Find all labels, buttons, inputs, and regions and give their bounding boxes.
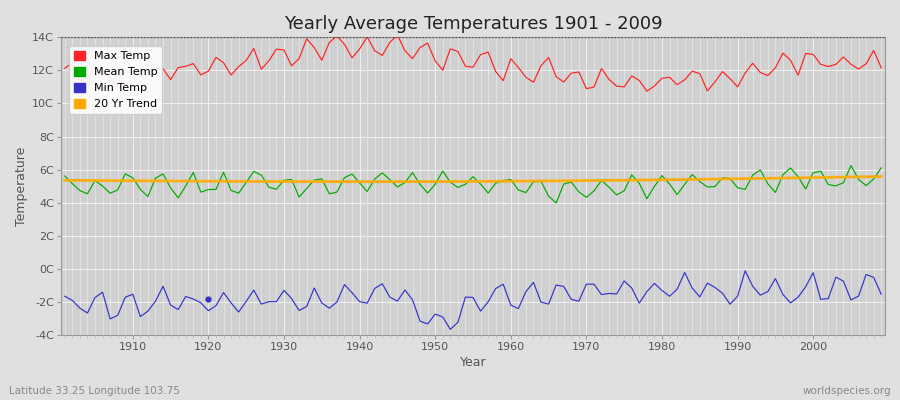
Text: Latitude 33.25 Longitude 103.75: Latitude 33.25 Longitude 103.75 <box>9 386 180 396</box>
Legend: Max Temp, Mean Temp, Min Temp, 20 Yr Trend: Max Temp, Mean Temp, Min Temp, 20 Yr Tre… <box>69 46 162 114</box>
Y-axis label: Temperature: Temperature <box>15 146 28 226</box>
Title: Yearly Average Temperatures 1901 - 2009: Yearly Average Temperatures 1901 - 2009 <box>284 15 662 33</box>
X-axis label: Year: Year <box>460 356 486 369</box>
Text: worldspecies.org: worldspecies.org <box>803 386 891 396</box>
